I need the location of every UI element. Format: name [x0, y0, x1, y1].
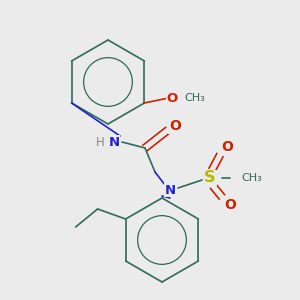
Text: O: O — [224, 198, 236, 212]
Text: O: O — [169, 119, 181, 133]
Text: N: N — [164, 184, 175, 196]
Text: CH₃: CH₃ — [242, 173, 262, 183]
Text: S: S — [204, 170, 216, 185]
Text: N: N — [108, 136, 120, 148]
Text: O: O — [221, 140, 233, 154]
Text: O: O — [167, 92, 178, 104]
Text: H: H — [96, 136, 104, 148]
Text: CH₃: CH₃ — [184, 93, 205, 103]
